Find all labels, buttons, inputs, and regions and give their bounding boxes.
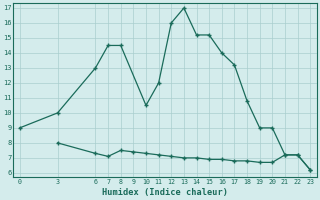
X-axis label: Humidex (Indice chaleur): Humidex (Indice chaleur)	[102, 188, 228, 197]
